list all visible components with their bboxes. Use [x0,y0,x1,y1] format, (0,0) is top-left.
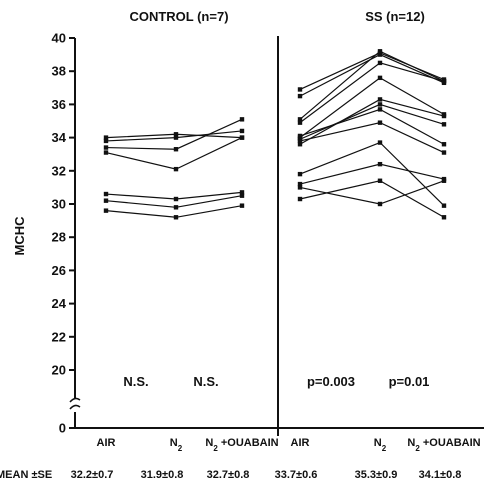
data-point [441,113,447,119]
data-point [377,120,383,125]
mean-se-value: 32.2±0.7 [71,469,114,481]
mean-se-value: 35.3±0.9 [355,469,398,481]
data-point [441,178,447,183]
panel-control: CONTROL (n=7) AIR N2 N2 +OUABAIN N.S. N.S. [97,9,279,453]
data-point [377,107,383,112]
data-point [377,60,383,66]
series-line [299,108,445,145]
data-point [297,93,303,99]
mean-se-value: 31.9±0.8 [141,469,184,481]
data-point [239,203,245,208]
data-point [173,166,179,172]
data-point [377,161,383,167]
y-tick-label: 32 [52,163,66,178]
data-point [103,150,109,155]
data-point [239,128,245,134]
y-axis-label: MCHC [12,216,27,256]
data-point [441,142,447,147]
x-tick-label: N2 +OUABAIN [205,437,278,453]
data-point [377,49,383,54]
data-point [103,198,109,203]
data-point [297,181,303,187]
data-point [173,135,179,140]
data-point [441,78,447,84]
panel-title: SS (n=12) [365,9,425,24]
data-point [377,140,383,145]
series-line [299,180,445,218]
significance-label: N.S. [123,374,148,389]
series-line [299,163,445,185]
y-tick-label: 40 [52,31,66,46]
data-point [377,178,383,183]
axes: 0 20 22 24 26 28 30 32 34 36 38 40 [52,31,484,436]
mean-row: 32.2±0.7 31.9±0.8 32.7±0.8 33.7±0.6 35.3±0.9… [0,469,461,481]
data-point [377,52,383,57]
mean-se-value: 32.7±0.8 [207,469,250,481]
data-point [239,135,245,140]
data-point [103,135,109,140]
data-point [441,122,447,127]
y-tick-label: 36 [52,97,66,112]
data-point [173,132,179,137]
data-point [173,205,179,210]
significance-label: p=0.003 [307,374,355,389]
data-point [297,196,303,202]
mean-se-value: 33.7±0.6 [275,469,318,481]
data-point [441,215,447,220]
y-tick-label: 28 [52,230,66,245]
mean-row-label: MEAN ±SE [0,469,52,481]
series-line [299,122,445,154]
y-tick-label: 34 [52,130,67,145]
y-tick-label: 22 [52,329,66,344]
x-tick-label: N2 +OUABAIN [407,437,480,453]
axis-break-mark [69,404,81,410]
y-tick-label: 0 [59,421,66,436]
x-tick-label: AIR [97,437,116,449]
data-point [103,208,109,213]
data-point [173,147,179,152]
data-point [297,185,303,190]
x-tick-label: N2 [170,437,183,453]
data-point [239,117,245,122]
data-point [297,171,303,177]
data-point [377,201,383,207]
series-line [299,62,445,124]
data-point [297,133,303,139]
data-point [297,87,303,92]
data-point [297,142,303,147]
y-tick-label: 30 [52,197,66,212]
y-tick-label: 38 [52,64,66,79]
mean-se-value: 34.1±0.8 [419,469,462,481]
panel-ss: SS (n=12) AIR N2 N2 +OUABAIN p=0.003 p=0.01 [291,9,481,453]
data-point [297,117,303,122]
data-point [173,196,179,202]
data-point [103,145,109,150]
data-point [441,150,447,155]
axis-break-mark [69,397,81,403]
panels: CONTROL (n=7) AIR N2 N2 +OUABAIN N.S. N.S. SS … [97,9,481,453]
panel-title: CONTROL (n=7) [129,9,228,24]
data-point [377,75,383,81]
data-point [239,190,245,195]
data-point [173,215,179,220]
data-point [103,138,109,144]
data-point [377,102,383,107]
data-point [441,203,447,208]
significance-label: p=0.01 [389,374,430,389]
y-tick-label: 20 [52,363,66,378]
data-point [297,138,303,144]
x-tick-label: N2 [374,437,387,453]
data-point [239,193,245,198]
significance-label: N.S. [193,374,218,389]
data-point [103,191,109,197]
y-tick-label: 24 [52,296,67,311]
x-tick-label: AIR [291,437,310,449]
data-point [377,97,383,102]
y-tick-label: 26 [52,263,66,278]
series-line [105,137,243,170]
data-point [297,120,303,125]
